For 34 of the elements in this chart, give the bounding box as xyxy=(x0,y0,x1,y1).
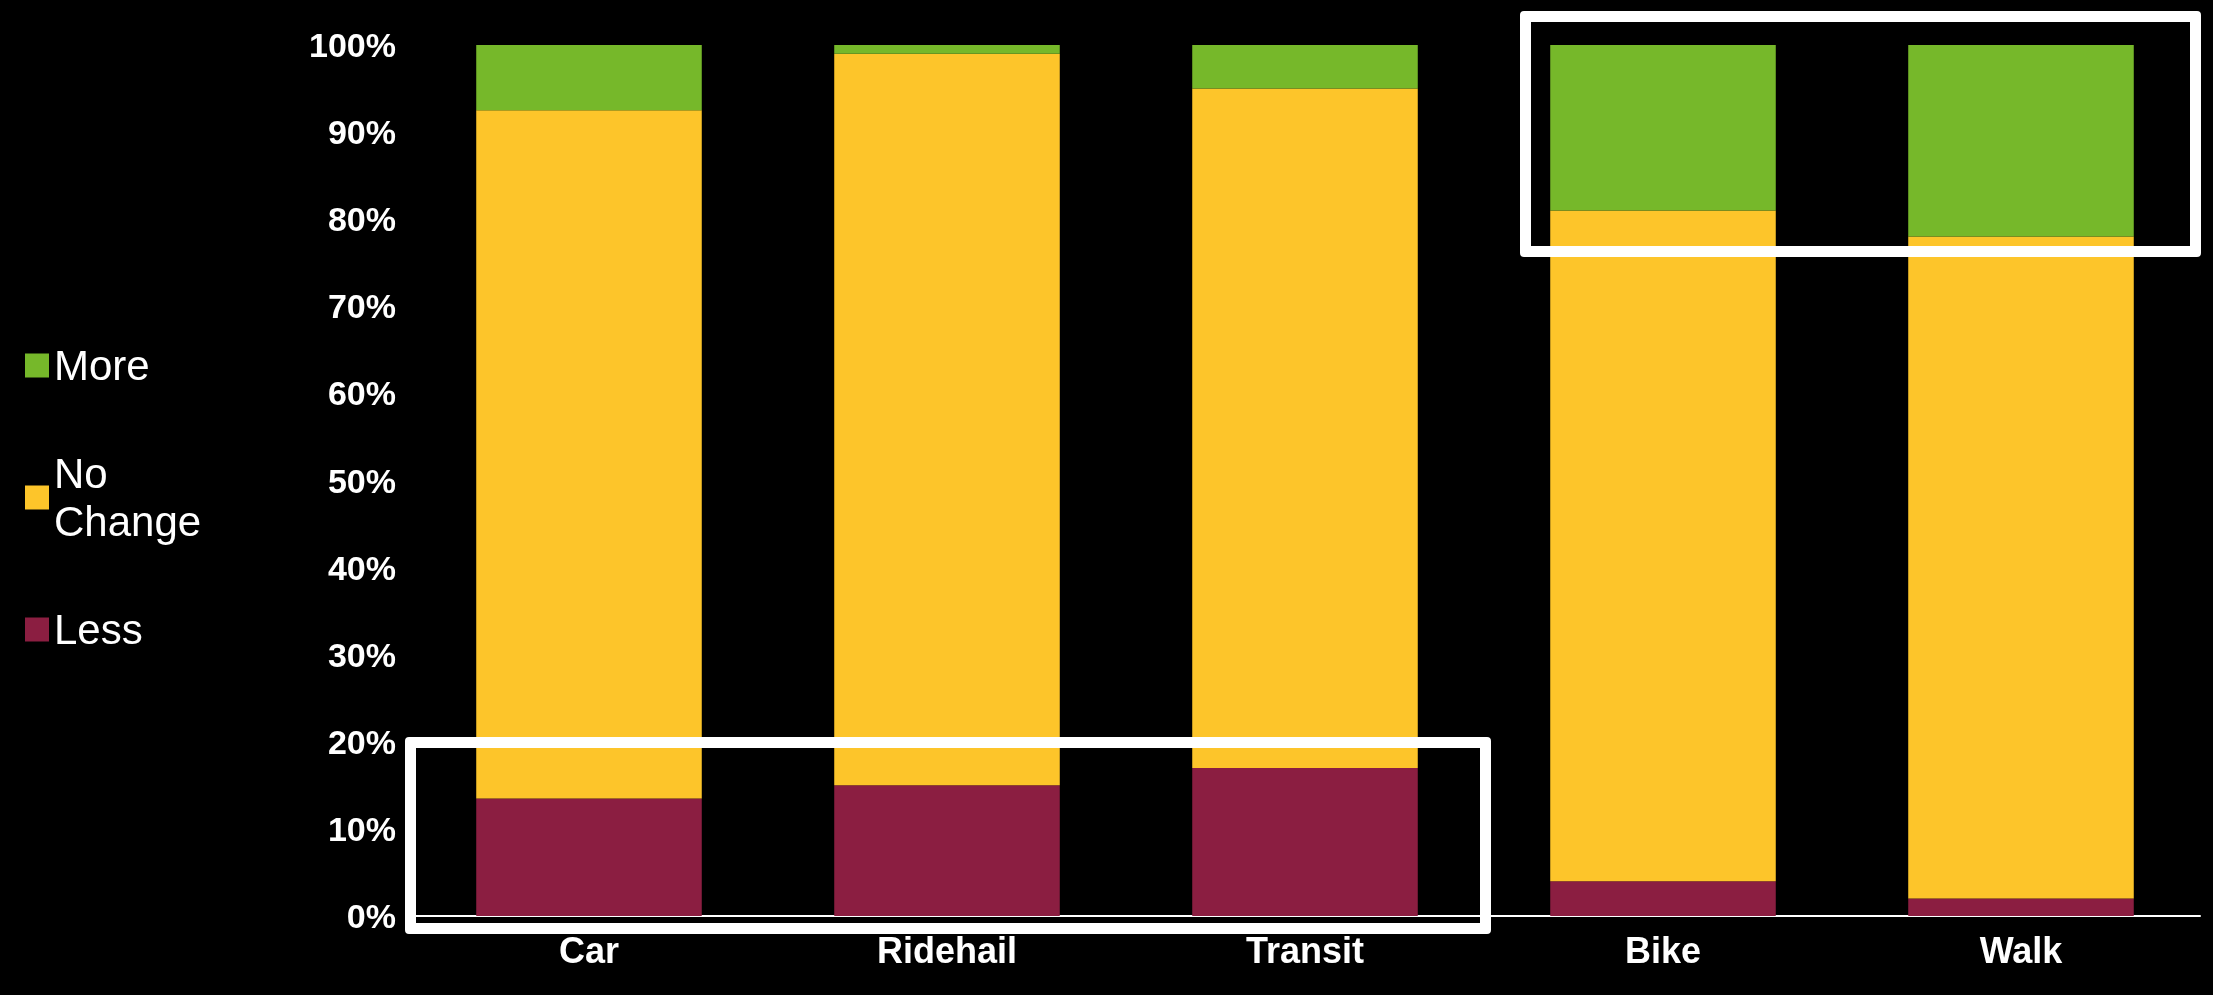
y-tick-label: 30% xyxy=(327,635,396,674)
bar xyxy=(1192,45,1418,89)
y-tick-label: 40% xyxy=(327,548,396,587)
legend-label: No Change xyxy=(54,450,202,545)
y-tick-label: 80% xyxy=(327,200,396,239)
x-tick-label: Walk xyxy=(1979,929,2064,971)
bar xyxy=(476,45,702,111)
bar xyxy=(476,798,702,916)
y-tick-label: 20% xyxy=(327,722,396,761)
bar xyxy=(1550,881,1776,916)
x-tick-label: Ridehail xyxy=(876,929,1018,971)
y-tick-label: 70% xyxy=(327,287,396,326)
y-tick-label: 90% xyxy=(327,113,396,152)
bar xyxy=(1550,210,1776,882)
bar xyxy=(476,110,702,799)
bar xyxy=(1192,88,1418,768)
bar xyxy=(1550,45,1776,211)
y-tick-label: 0% xyxy=(346,897,396,935)
legend-label: More xyxy=(54,342,150,389)
bar xyxy=(1908,898,2134,916)
bar xyxy=(1908,45,2134,237)
y-tick-label: 100% xyxy=(309,26,396,64)
bar xyxy=(1908,236,2134,899)
bar xyxy=(834,53,1060,786)
x-tick-label: Bike xyxy=(1624,929,1702,971)
y-tick-label: 60% xyxy=(327,374,396,413)
bar xyxy=(834,45,1060,54)
x-tick-label: Car xyxy=(558,929,620,971)
bar xyxy=(1192,767,1418,916)
y-tick-label: 50% xyxy=(327,461,396,500)
bar xyxy=(834,785,1060,916)
x-tick-label: Transit xyxy=(1245,929,1365,971)
y-tick-label: 10% xyxy=(327,809,396,848)
legend-label: Less xyxy=(54,606,143,653)
